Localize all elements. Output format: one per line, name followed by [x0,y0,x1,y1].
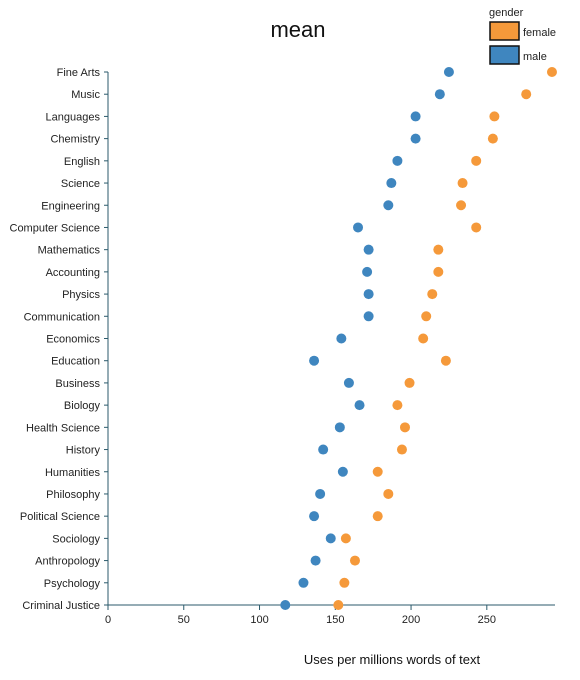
male-point [363,289,374,300]
y-tick-label: Health Science [26,422,100,434]
male-point [392,155,403,166]
x-tick-label: 0 [105,614,111,626]
female-point [471,155,482,166]
legend: gender female male [489,7,556,65]
female-point [372,511,383,522]
x-tick-label: 200 [402,614,420,626]
female-point [440,355,451,366]
y-tick-label: Business [55,378,100,390]
male-point [280,600,291,610]
legend-label-female: female [523,27,556,39]
y-tick-label: Criminal Justice [22,600,100,612]
x-axis-label: Uses per millions words of text [304,652,481,667]
male-point [443,67,454,77]
male-point [410,111,421,122]
y-tick-label: Computer Science [10,222,101,234]
female-point [521,89,532,100]
y-tick-label: Science [61,178,100,190]
female-point [546,67,557,77]
female-point [427,289,438,300]
y-tick-label: Biology [64,400,101,412]
legend-swatch-male [489,45,520,65]
female-point [333,600,344,610]
female-point [340,533,351,544]
female-point [456,200,467,211]
male-point [343,377,354,388]
y-tick-label: Anthropology [35,556,100,568]
y-tick-label: Education [51,356,100,368]
female-point [404,377,415,388]
female-point [457,178,468,189]
male-point [309,355,320,366]
y-tick-label: Communication [24,311,100,323]
female-point [383,488,394,499]
female-point [421,311,432,322]
male-point [325,533,336,544]
male-point [309,511,320,522]
male-point [434,89,445,100]
female-point [372,466,383,477]
legend-swatch-female [489,21,520,41]
male-point [386,178,397,189]
female-point [487,133,498,144]
y-tick-label: Political Science [20,511,100,523]
y-tick-label: Chemistry [50,134,100,146]
female-point [396,444,407,455]
y-tick-label: Sociology [52,533,100,545]
male-point [362,266,373,277]
y-tick-label: Languages [46,111,101,123]
y-tick-label: Mathematics [38,245,101,257]
y-tick-label: History [66,445,101,457]
male-point [336,333,347,344]
male-point [354,400,365,411]
x-tick-label: 100 [250,614,268,626]
female-point [471,222,482,233]
female-point [489,111,500,122]
male-point [310,555,321,566]
x-tick-label: 50 [178,614,190,626]
x-tick-label: 250 [478,614,496,626]
chart-title: mean [270,17,325,42]
y-tick-label: Humanities [45,467,101,479]
y-tick-label: Engineering [41,200,100,212]
y-tick-label: Music [71,89,100,101]
y-tick-label: Accounting [46,267,100,279]
y-tick-label: Philosophy [46,489,100,501]
female-point [433,266,444,277]
legend-title: gender [489,7,524,19]
male-point [337,466,348,477]
female-point [399,422,410,433]
y-tick-label: Economics [46,334,100,346]
x-tick-label: 150 [326,614,344,626]
plot-area: Fine Arts Music Languages Chemistry English S… [10,67,557,626]
male-point [318,444,329,455]
female-point [418,333,429,344]
male-point [298,577,309,588]
male-point [353,222,364,233]
female-point [392,400,403,411]
male-point [363,311,374,322]
y-tick-label: Fine Arts [57,67,101,79]
male-point [334,422,345,433]
y-tick-label: Physics [62,289,100,301]
male-point [410,133,421,144]
female-point [339,577,350,588]
female-point [349,555,360,566]
y-tick-label: Psychology [44,578,101,590]
male-point [315,488,326,499]
male-point [383,200,394,211]
female-point [433,244,444,255]
y-tick-label: English [64,156,100,168]
legend-label-male: male [523,51,547,63]
male-point [363,244,374,255]
